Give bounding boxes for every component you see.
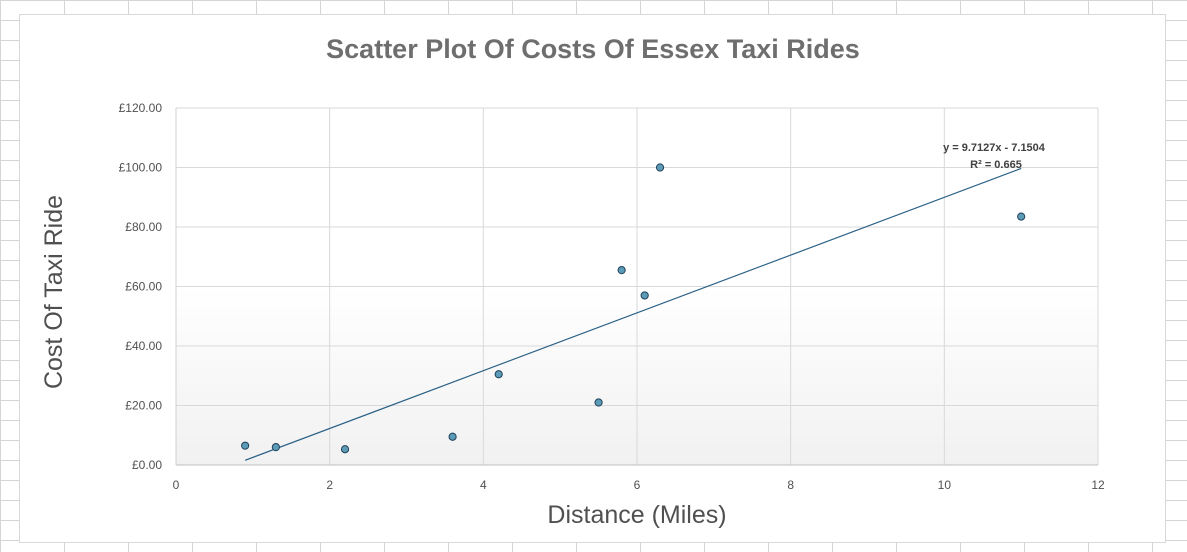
x-tick-label: 2 (326, 478, 333, 492)
y-tick-label: £120.00 (119, 101, 163, 115)
data-point (271, 443, 280, 452)
y-tick-label: £40.00 (125, 339, 162, 353)
x-tick-label: 10 (938, 478, 952, 492)
data-point (655, 163, 665, 172)
data-point (640, 291, 649, 300)
trendline (244, 167, 1022, 461)
data-point (594, 398, 603, 407)
x-tick-label: 6 (634, 478, 641, 492)
y-tick-label: £80.00 (125, 220, 162, 234)
data-point (617, 266, 626, 275)
trendline-r-squared: R² = 0.665 (970, 159, 1022, 171)
gridlines (176, 107, 1099, 465)
data-point (1017, 212, 1026, 221)
scatter-chart: £0.00 £20.00 £40.00 £60.00 £80.00 £100.00 £120… (40, 34, 1105, 529)
y-tick-label: £60.00 (125, 280, 162, 294)
x-tick-label: 8 (787, 478, 794, 492)
data-points (241, 163, 1026, 454)
y-axis-title: Cost Of Taxi Ride (40, 195, 68, 389)
x-axis-title: Distance (Miles) (547, 501, 726, 529)
data-point (448, 432, 457, 441)
x-tick-label: 0 (173, 478, 180, 492)
trendline-group (244, 167, 1022, 461)
x-tick-label: 4 (480, 478, 487, 492)
data-point (494, 370, 503, 379)
x-tick-label: 12 (1091, 478, 1105, 492)
axes: £0.00 £20.00 £40.00 £60.00 £80.00 £100.00 £120… (119, 101, 1105, 492)
chart-title: Scatter Plot Of Costs Of Essex Taxi Ride… (326, 34, 860, 64)
y-tick-label: £100.00 (119, 161, 163, 175)
data-point (241, 441, 250, 450)
data-point (340, 445, 350, 454)
chart-area[interactable]: £0.00 £20.00 £40.00 £60.00 £80.00 £100.00 £120… (19, 14, 1166, 543)
y-tick-label: £20.00 (125, 399, 162, 413)
y-tick-label: £0.00 (132, 458, 162, 472)
chart-labels: Scatter Plot Of Costs Of Essex Taxi Ride… (40, 34, 1046, 529)
trendline-equation: y = 9.7127x - 7.1504 (943, 142, 1046, 154)
